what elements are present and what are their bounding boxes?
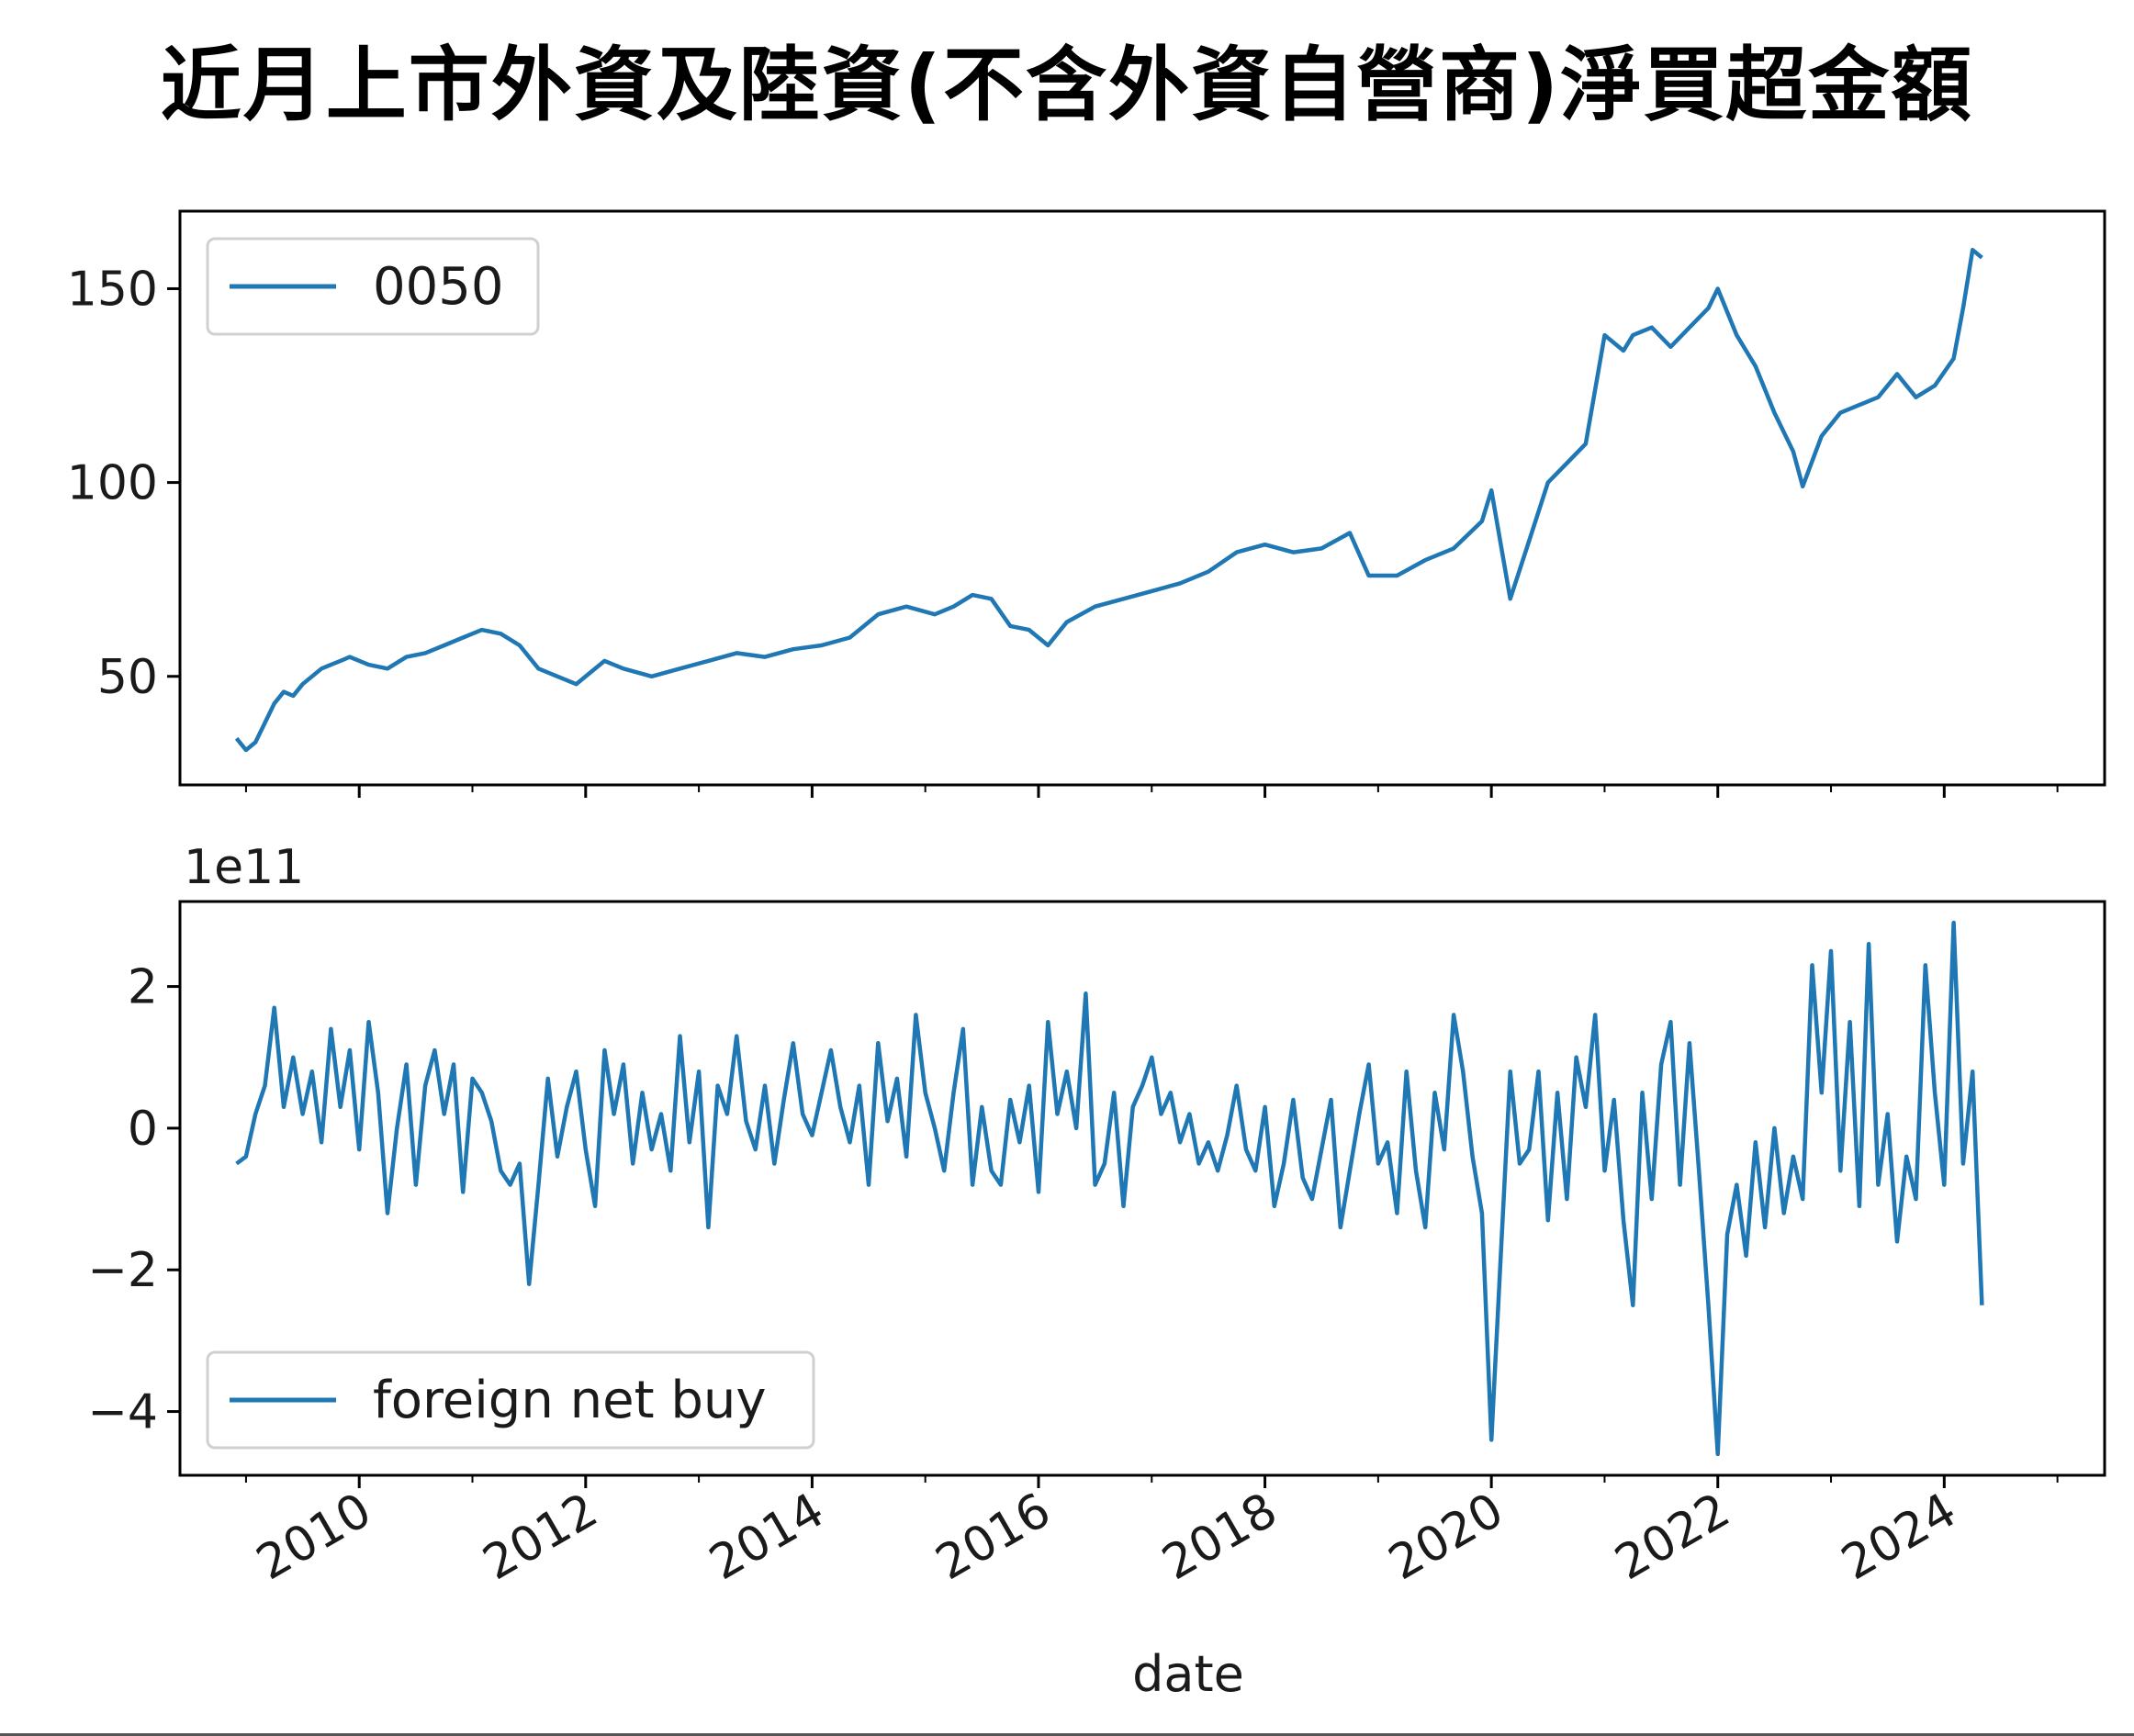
x-tick-label: 2022	[1606, 1483, 1739, 1591]
legend-box-bottom	[206, 1350, 815, 1450]
y-tick-label-top: 50	[97, 650, 158, 705]
y-tick-label-top: 150	[67, 262, 158, 317]
legend-label-top: 0050	[373, 257, 504, 317]
plot-frame-bottom	[178, 900, 2106, 1477]
chart-title: 近月上市外資及陸資(不含外資自營商)淨買超金額	[160, 38, 1974, 132]
x-tick-label: 2018	[1153, 1483, 1286, 1591]
x-tick-label: 2012	[474, 1483, 607, 1591]
y-offset-label: 1e11	[184, 840, 304, 895]
y-tick-label-top: 100	[67, 456, 158, 511]
plot-frame-top	[178, 209, 2106, 787]
window-bottom-border	[0, 1733, 2134, 1736]
x-tick-label: 2016	[927, 1483, 1061, 1591]
series-line-bottom	[235, 920, 1984, 1457]
series-line-top	[234, 247, 1983, 753]
x-tick-label: 2010	[248, 1483, 381, 1591]
y-tick-label-bottom: −2	[87, 1243, 158, 1298]
y-tick-label-bottom: −4	[87, 1385, 158, 1440]
legend-label-bottom: foreign net buy	[373, 1371, 767, 1430]
x-axis-label: date	[1132, 1645, 1244, 1703]
x-tick-label: 2020	[1380, 1483, 1513, 1591]
x-tick-label: 2024	[1833, 1483, 1966, 1591]
legend-box-top	[206, 237, 540, 336]
x-tick-label: 2014	[701, 1483, 834, 1591]
y-tick-label-bottom: 2	[128, 960, 158, 1015]
y-tick-label-bottom: 0	[128, 1102, 158, 1157]
